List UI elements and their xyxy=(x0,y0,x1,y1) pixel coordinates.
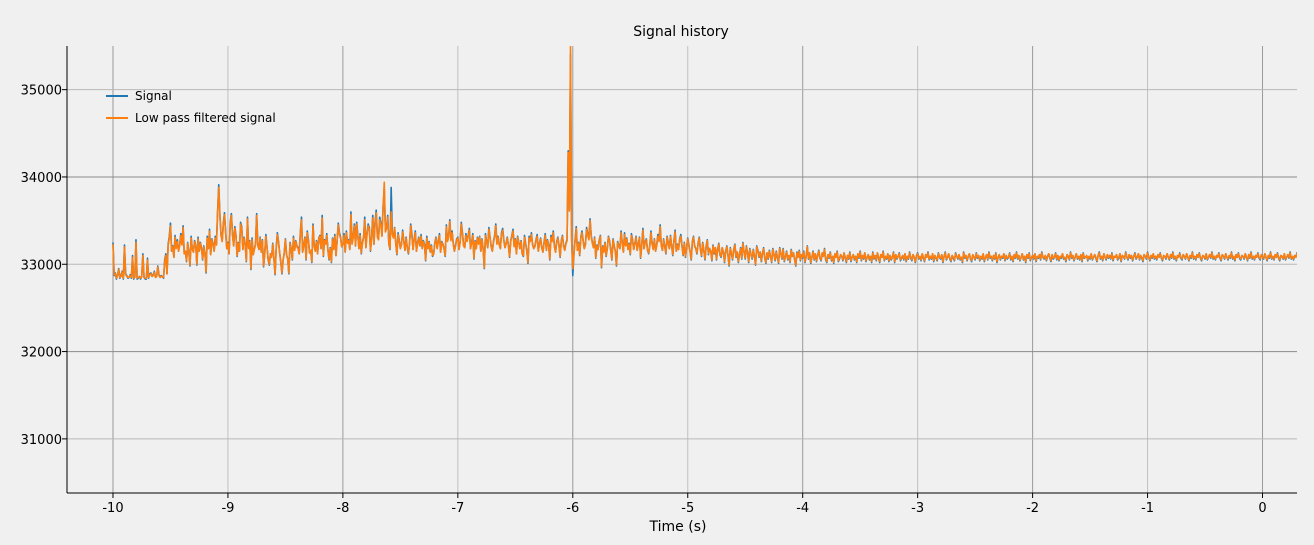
x-tick-label: -2 xyxy=(1026,501,1039,516)
x-tick-label: -10 xyxy=(102,501,123,516)
y-tick-label: 35000 xyxy=(21,84,62,99)
y-tick-label: 34000 xyxy=(21,171,62,186)
x-tick-label: -1 xyxy=(1141,501,1154,516)
axes xyxy=(62,46,1297,498)
tick-labels: -10 -9 -8 -7 -6 -5 -4 -3 -2 -1 0310003200033000340… xyxy=(21,84,1267,516)
chart-title: Signal history xyxy=(633,24,729,40)
legend: Signal Low pass filtered signal xyxy=(106,89,276,125)
x-tick-label: -3 xyxy=(911,501,924,516)
legend-label: Signal xyxy=(135,89,172,103)
x-tick-label: -7 xyxy=(451,501,464,516)
x-tick-label: -8 xyxy=(336,501,349,516)
x-axis-label: Time (s) xyxy=(649,519,707,535)
x-tick-label: -6 xyxy=(566,501,579,516)
legend-label: Low pass filtered signal xyxy=(135,111,276,125)
x-tick-label: -4 xyxy=(796,501,809,516)
grid xyxy=(67,46,1297,493)
y-tick-label: 31000 xyxy=(21,433,62,448)
x-tick-label: -9 xyxy=(221,501,234,516)
x-tick-label: 0 xyxy=(1258,501,1266,516)
x-tick-label: -5 xyxy=(681,501,694,516)
y-tick-label: 33000 xyxy=(21,258,62,273)
series-lines xyxy=(112,46,1297,280)
series-line-filtered xyxy=(112,46,1297,280)
y-tick-label: 32000 xyxy=(21,346,62,361)
